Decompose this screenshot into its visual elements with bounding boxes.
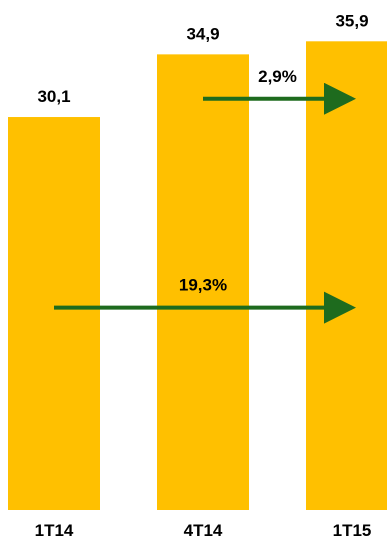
category-labels-group: 1T14 4T14 1T15 xyxy=(35,521,372,540)
growth-label-2: 19,3% xyxy=(179,276,227,295)
arrows-group: 2,9% 19,3% xyxy=(54,67,356,324)
value-labels-group: 30,1 34,9 35,9 xyxy=(37,11,368,106)
category-label-1t14: 1T14 xyxy=(35,521,74,540)
bar-1t15 xyxy=(306,41,387,511)
value-label-1t14: 30,1 xyxy=(37,87,70,106)
value-label-1t15: 35,9 xyxy=(335,11,368,30)
value-label-4t14: 34,9 xyxy=(186,24,219,43)
bar-4t14 xyxy=(157,54,249,510)
bar-1t14 xyxy=(8,117,100,511)
category-label-1t15: 1T15 xyxy=(333,521,372,540)
category-label-4t14: 4T14 xyxy=(184,521,223,540)
bars-group xyxy=(8,41,387,511)
growth-label-1: 2,9% xyxy=(258,67,297,86)
